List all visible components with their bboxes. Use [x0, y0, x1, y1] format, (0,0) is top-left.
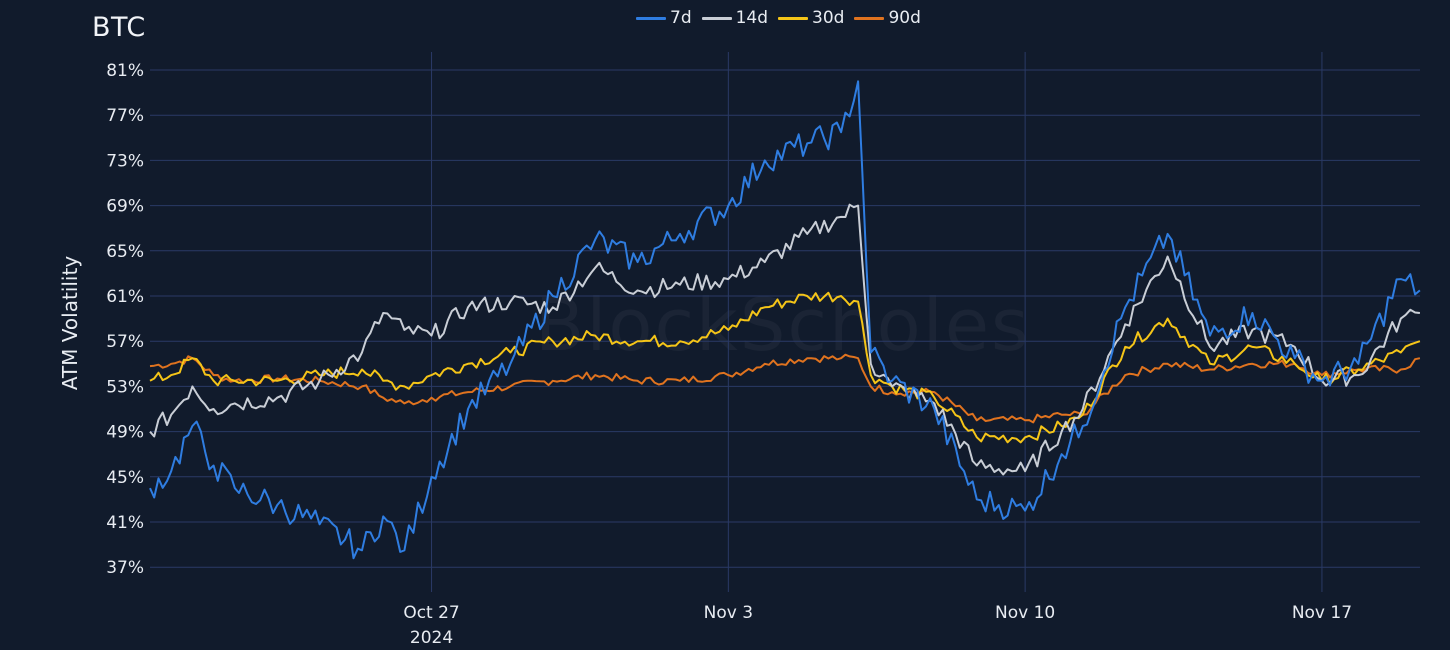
legend-swatch-14d-icon — [701, 16, 732, 20]
legend-label-30d: 30d — [812, 8, 845, 28]
y-tick-label: 69% — [106, 197, 144, 217]
legend-label-90d: 90d — [888, 8, 921, 28]
series-line-7d[interactable] — [149, 80, 1421, 560]
y-tick-label: 81% — [106, 61, 144, 81]
y-tick-label: 57% — [106, 332, 144, 352]
legend: 7d 14d 30d 90d — [636, 8, 921, 28]
series-line-14d[interactable] — [149, 203, 1421, 476]
legend-item-14d[interactable]: 14d — [701, 8, 769, 28]
legend-item-30d[interactable]: 30d — [778, 8, 844, 28]
chart-title: BTC — [92, 12, 146, 43]
y-tick-label: 65% — [106, 242, 144, 262]
legend-label-7d: 7d — [670, 8, 692, 28]
y-tick-label: 53% — [106, 377, 144, 397]
y-tick-label: 45% — [106, 468, 144, 488]
y-axis-ticks: 81% 77% 73% 69% 65% 61% 57% 53% 49% 45% 41% 37% — [106, 61, 144, 578]
x-tick-label: Oct 27 — [403, 603, 459, 623]
legend-swatch-90d-icon — [854, 16, 885, 20]
series-line-90d[interactable] — [149, 353, 1421, 424]
x-tick-label: Nov 10 — [995, 603, 1055, 623]
y-tick-label: 73% — [106, 151, 144, 171]
vertical-gridlines — [431, 52, 1323, 592]
horizontal-gridlines — [150, 69, 1420, 568]
x-axis-ticks: Oct 27 2024 Nov 3 Nov 10 Nov 17 — [403, 603, 1352, 648]
series-line-30d[interactable] — [149, 291, 1421, 444]
legend-swatch-7d-icon — [636, 16, 666, 20]
y-tick-label: 61% — [106, 287, 144, 307]
y-tick-label: 77% — [106, 106, 144, 126]
legend-label-14d: 14d — [735, 8, 769, 28]
y-tick-label: 49% — [106, 423, 144, 443]
legend-swatch-30d-icon — [778, 16, 809, 20]
y-tick-label: 41% — [106, 513, 144, 533]
x-tick-label: Nov 17 — [1292, 603, 1352, 623]
series-lines — [149, 80, 1421, 560]
x-tick-year: 2024 — [410, 628, 453, 648]
x-tick-label: Nov 3 — [704, 603, 753, 623]
legend-item-7d[interactable]: 7d — [636, 8, 692, 28]
watermark: BlockScholes — [535, 283, 1031, 367]
legend-item-90d[interactable]: 90d — [854, 8, 921, 28]
y-tick-label: 37% — [106, 558, 144, 578]
